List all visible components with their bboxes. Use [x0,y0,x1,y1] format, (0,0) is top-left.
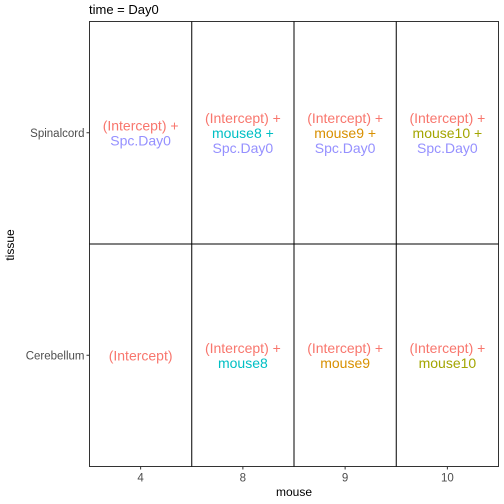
cell-label-spinalcord-10-line-0: (Intercept) + [409,110,485,126]
y-axis-title: tissue [3,229,17,261]
x-tick-label-8: 8 [240,473,246,485]
cell-label-spinalcord-10-line-2: Spc.Day0 [417,140,478,156]
cell-labels: (Intercept) +Spc.Day0(Intercept) +mouse8… [103,110,486,371]
cell-label-spinalcord-10-line-1: mouse10 + [413,125,483,141]
x-tick-label-4: 4 [137,473,144,485]
cell-label-cerebellum-10-line-1: mouse10 [419,355,477,371]
cell-label-spinalcord-9-line-0: (Intercept) + [307,110,383,126]
cell-label-cerebellum-9-line-0: (Intercept) + [307,340,383,356]
cell-label-spinalcord-8-line-1: mouse8 + [212,125,274,141]
cell-label-spinalcord-9-line-2: Spc.Day0 [315,140,376,156]
y-tick-label-cerebellum: Cerebellum [26,350,85,362]
cell-label-spinalcord-4-line-0: (Intercept) + [103,117,179,133]
x-axis-ticks: 4 8 9 10 [137,466,454,485]
cell-label-cerebellum-8-line-1: mouse8 [218,355,268,371]
cell-label-spinalcord-8-line-2: Spc.Day0 [213,140,274,156]
cell-label-spinalcord-4-line-1: Spc.Day0 [110,132,171,148]
cell-label-cerebellum-9-line-1: mouse9 [320,355,370,371]
cell-label-spinalcord-8-line-0: (Intercept) + [205,110,281,126]
y-axis-ticks: Spinalcord Cerebellum [26,128,90,362]
cell-label-cerebellum-4-line-0: (Intercept) [109,347,173,363]
cell-label-cerebellum-8-line-0: (Intercept) + [205,340,281,356]
x-tick-label-9: 9 [342,473,348,485]
y-tick-label-spinalcord: Spinalcord [30,128,84,140]
cell-label-cerebellum-10-line-0: (Intercept) + [409,340,485,356]
x-tick-label-10: 10 [441,473,454,485]
chart-title: time = Day0 [89,2,159,17]
x-axis-title: mouse [276,485,312,499]
cell-label-spinalcord-9-line-1: mouse9 + [314,125,376,141]
cell-dividers [89,21,499,467]
